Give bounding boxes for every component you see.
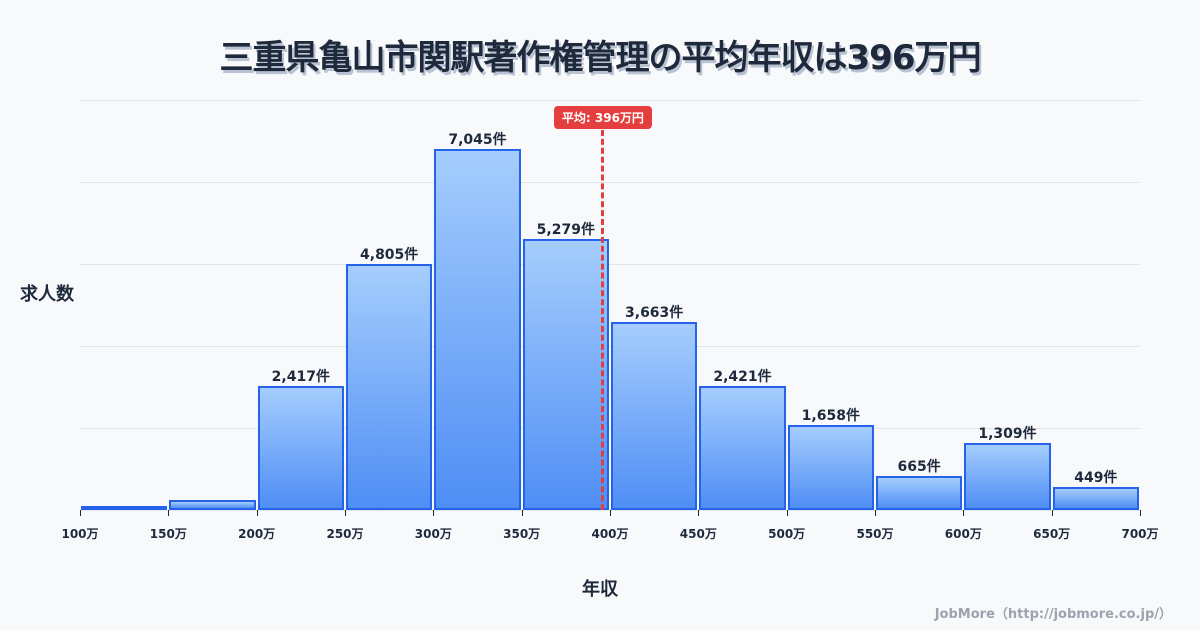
x-tick-label: 200万 [238, 527, 276, 541]
x-tick [1051, 510, 1053, 516]
x-tick-label: 550万 [856, 527, 894, 541]
y-axis-label: 求人数 [20, 284, 74, 305]
bar-value-label: 5,279件 [536, 222, 595, 239]
x-tick [168, 510, 170, 516]
gridline [80, 428, 1140, 429]
bar-value-label: 1,658件 [801, 408, 860, 425]
chart-title: 三重県亀山市関駅著作権管理の平均年収は396万円 [219, 38, 982, 78]
x-tick [698, 510, 700, 516]
gridline [80, 182, 1140, 183]
x-tick-label: 250万 [326, 527, 364, 541]
gridline [80, 100, 1140, 101]
histogram-bar [434, 148, 521, 510]
x-tick-label: 400万 [591, 527, 629, 541]
bar-value-label: 449件 [1074, 469, 1118, 486]
x-tick [433, 510, 435, 516]
histogram-bar [81, 506, 168, 510]
bar-value-label: 2,417件 [271, 369, 330, 386]
x-tick-label: 150万 [149, 527, 187, 541]
histogram-bar [522, 239, 609, 510]
x-axis-label: 年収 [582, 579, 618, 600]
x-tick-label: 650万 [1033, 527, 1071, 541]
x-tick [610, 510, 611, 516]
x-tick [963, 510, 965, 516]
x-tick [80, 510, 81, 516]
bar-value-label: 665件 [897, 458, 941, 475]
bar-value-label: 2,421件 [713, 368, 772, 385]
histogram-bar [699, 385, 786, 510]
x-tick [786, 510, 788, 516]
gridline [80, 346, 1140, 347]
source-credit: JobMore（http://jobmore.co.jp/） [934, 607, 1172, 622]
x-tick [256, 510, 258, 516]
gridline [80, 264, 1140, 265]
histogram-bar [964, 442, 1051, 510]
histogram-bar [876, 475, 963, 510]
average-badge: 平均: 396万円 [553, 106, 652, 129]
x-tick-label: 450万 [679, 527, 717, 541]
histogram-bar [257, 386, 344, 510]
x-tick [521, 510, 523, 516]
bar-value-label: 3,663件 [625, 305, 684, 322]
x-tick [345, 510, 346, 516]
x-tick [1140, 510, 1141, 516]
x-tick-label: 700万 [1121, 527, 1159, 541]
histogram-bar [1052, 487, 1139, 510]
x-tick [875, 510, 876, 516]
histogram-bar [346, 263, 433, 510]
x-tick-label: 100万 [61, 527, 99, 541]
x-tick-label: 600万 [944, 527, 982, 541]
bar-value-label: 4,805件 [360, 246, 419, 263]
histogram-bar [169, 499, 256, 510]
x-tick-label: 500万 [768, 527, 806, 541]
histogram-plot: 2,417件 4,805件 7,045件 5,279件 3,663件 2,421件 1,65… [80, 100, 1141, 516]
bar-value-label: 1,309件 [978, 425, 1037, 442]
histogram-bar [611, 322, 698, 510]
x-tick-label: 350万 [503, 527, 541, 541]
histogram-bar [787, 425, 874, 510]
x-tick-label: 300万 [414, 527, 452, 541]
average-line [601, 130, 605, 510]
bar-value-label: 7,045件 [448, 131, 507, 148]
